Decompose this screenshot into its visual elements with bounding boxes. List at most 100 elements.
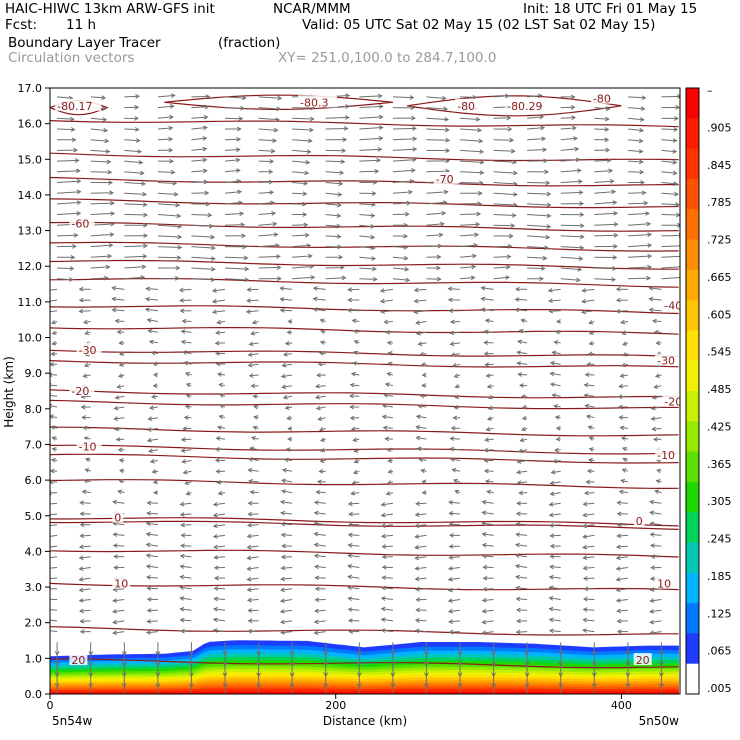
circulation-vector xyxy=(224,105,246,111)
circulation-vector xyxy=(518,328,528,334)
contour-label: 10 xyxy=(112,576,131,591)
circulation-vector xyxy=(620,319,628,325)
circulation-vector xyxy=(483,351,494,356)
circulation-vector xyxy=(282,394,293,400)
circulation-vector xyxy=(212,628,226,633)
circulation-vector xyxy=(147,448,158,454)
circulation-vector xyxy=(78,598,91,603)
circulation-vector xyxy=(279,609,293,614)
circulation-vector xyxy=(124,159,144,165)
circulation-vector xyxy=(325,159,346,165)
circulation-vector xyxy=(179,308,192,314)
circulation-vector xyxy=(627,117,645,122)
circulation-vector xyxy=(224,233,247,239)
circulation-vector xyxy=(548,501,561,507)
circulation-vector xyxy=(147,328,158,334)
x-left-endpoint: 5n54w xyxy=(52,714,93,728)
x-tick-label: 400 xyxy=(611,699,632,712)
circulation-vector xyxy=(157,125,174,131)
circulation-vector xyxy=(527,158,549,164)
circulation-vector xyxy=(180,339,192,345)
circulation-vector xyxy=(152,361,158,367)
circulation-vector xyxy=(515,574,528,580)
contour-label: -80 xyxy=(590,91,616,106)
circulation-vector xyxy=(258,95,283,101)
contour-label: -80.29 xyxy=(505,98,552,113)
circulation-vector xyxy=(50,479,58,485)
circulation-vector xyxy=(182,469,192,475)
circulation-vector xyxy=(50,502,58,507)
circulation-vector xyxy=(284,340,293,346)
circulation-vector xyxy=(493,202,518,208)
circulation-vector xyxy=(144,307,158,313)
y-tick-label: 5.0 xyxy=(25,510,43,523)
circulation-vector xyxy=(481,608,494,614)
circulation-vector xyxy=(191,256,216,261)
circulation-vector xyxy=(627,159,644,165)
circulation-vector xyxy=(157,158,175,164)
circulation-vector xyxy=(315,489,326,495)
circulation-vector xyxy=(527,136,547,142)
circulation-vector xyxy=(359,213,376,218)
circulation-vector xyxy=(279,297,293,302)
circulation-vector xyxy=(421,479,427,485)
circulation-vector xyxy=(549,360,561,366)
colorbar-cell xyxy=(686,360,699,392)
circulation-vector xyxy=(157,234,183,240)
circulation-vector xyxy=(390,642,396,656)
colorbar-cell xyxy=(686,178,699,210)
circulation-vector xyxy=(224,147,241,153)
circulation-vector xyxy=(279,286,293,291)
circulation-vector xyxy=(353,350,360,356)
circulation-vector xyxy=(383,392,393,398)
contour-label: -10 xyxy=(76,439,102,453)
circulation-vector xyxy=(146,318,158,323)
circulation-vector xyxy=(459,94,478,100)
circulation-vector xyxy=(320,447,326,453)
circulation-vector xyxy=(582,555,595,560)
circulation-vector xyxy=(88,642,94,656)
circulation-vector xyxy=(181,318,192,324)
circulation-vector xyxy=(421,372,427,378)
circulation-vector xyxy=(527,202,552,208)
circulation-vector xyxy=(219,404,226,409)
colorbar-cell xyxy=(686,269,699,301)
circulation-vector xyxy=(181,350,192,355)
circulation-vector xyxy=(90,117,108,122)
circulation-vector xyxy=(527,147,548,153)
circulation-vector xyxy=(448,629,461,635)
circulation-vector xyxy=(493,137,515,143)
circulation-vector xyxy=(649,630,662,635)
circulation-vector xyxy=(57,189,82,195)
circulation-vector xyxy=(292,191,308,197)
circulation-vector xyxy=(124,170,145,176)
circulation-vector xyxy=(153,490,158,495)
circulation-vector xyxy=(392,157,417,163)
circulation-vector xyxy=(347,607,360,612)
y-tick-label: 16.0 xyxy=(18,118,43,131)
circulation-vector xyxy=(560,125,577,131)
circulation-vector xyxy=(620,478,629,484)
circulation-vector xyxy=(527,276,545,282)
circulation-vector xyxy=(447,565,461,571)
cross-section-range: XY= 251.0,100.0 to 284.7,100.0 xyxy=(278,50,497,66)
circulation-vector xyxy=(78,544,91,550)
circulation-vector xyxy=(619,425,628,431)
circulation-vector xyxy=(318,351,326,356)
circulation-vector xyxy=(594,178,615,184)
circulation-vector xyxy=(516,618,528,624)
circulation-vector xyxy=(256,642,261,656)
circulation-vector xyxy=(353,458,360,464)
circulation-vector xyxy=(585,479,595,485)
circulation-vector xyxy=(453,373,461,378)
circulation-vector xyxy=(414,628,427,634)
circulation-vector xyxy=(80,404,91,410)
circulation-vector xyxy=(179,553,192,559)
circulation-vector xyxy=(258,276,282,281)
circulation-vector xyxy=(313,510,326,516)
circulation-vector xyxy=(459,232,480,238)
circulation-vector xyxy=(90,180,114,185)
circulation-vector xyxy=(111,296,125,302)
circulation-vector xyxy=(314,575,326,581)
circulation-vector xyxy=(258,221,278,227)
